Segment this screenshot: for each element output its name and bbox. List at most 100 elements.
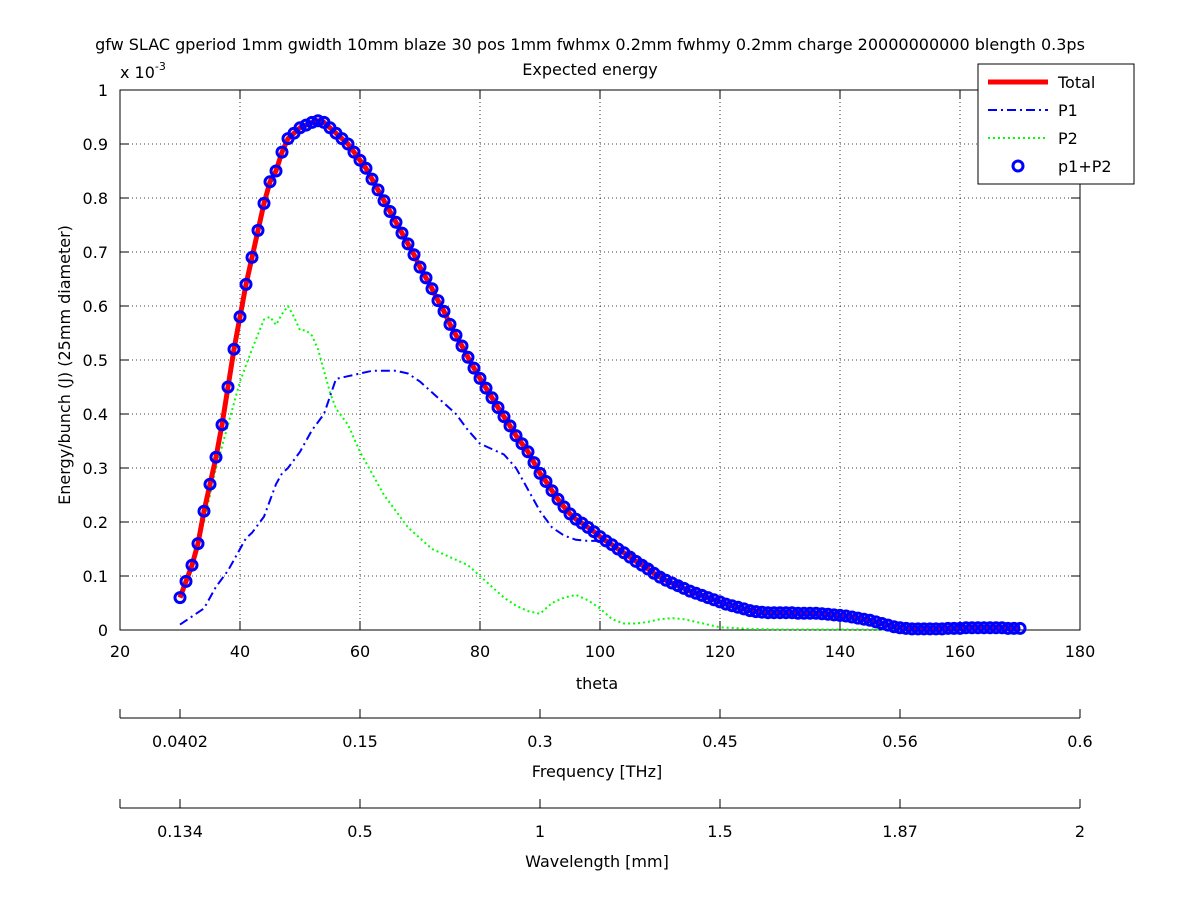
series-p2-line: [179, 305, 900, 631]
p1p2-marker: [461, 350, 475, 364]
p1p2-marker: [1013, 621, 1027, 635]
p1p2-marker: [731, 600, 745, 614]
p1p2-marker: [803, 606, 817, 620]
p1p2-marker: [683, 584, 697, 598]
x-tick-label: 140: [825, 642, 856, 661]
p1p2-marker: [425, 282, 439, 296]
p1p2-marker: [773, 606, 787, 620]
p1p2-marker: [983, 621, 997, 635]
p1p2-marker: [353, 153, 367, 167]
x-axis-label: theta: [576, 674, 618, 693]
p1p2-marker: [449, 328, 463, 342]
p1p2-marker: [245, 250, 259, 264]
p1p2-marker: [863, 613, 877, 627]
p1p2-marker: [761, 606, 775, 620]
p1p2-marker: [443, 317, 457, 331]
p1p2-marker: [371, 183, 385, 197]
p1p2-marker: [839, 609, 853, 623]
p1p2-marker: [959, 621, 973, 635]
p1p2-marker: [851, 611, 865, 625]
p1p2-marker: [695, 588, 709, 602]
p1p2-marker: [827, 608, 841, 622]
p1p2-marker: [743, 604, 757, 618]
p1p2-marker: [707, 593, 721, 607]
frequency-axis-ticks: 0.0402 0.15 0.3 0.45 0.56 0.6: [119, 709, 1093, 751]
x-tick-label: 20: [110, 642, 130, 661]
legend-label-p1p2: p1+P2: [1058, 157, 1112, 176]
p1p2-marker: [365, 172, 379, 186]
p1p2-marker: [203, 477, 217, 491]
p1p2-marker: [383, 205, 397, 218]
p1p2-marker: [905, 622, 919, 636]
p1p2-marker: [257, 196, 271, 210]
p1p2-marker: [893, 621, 907, 635]
grid: [120, 90, 1080, 630]
p1p2-marker: [953, 621, 967, 635]
p1p2-marker: [725, 599, 739, 613]
p1p2-marker: [971, 621, 985, 635]
wavelength-axis-ticks: 0.134 0.5 1 1.5 1.87 2: [119, 799, 1085, 841]
p1p2-marker: [311, 114, 325, 128]
p1p2-marker: [737, 602, 751, 616]
y-exponent-power: -3: [155, 60, 166, 73]
p1p2-marker: [269, 164, 283, 178]
legend-label-total: Total: [1057, 73, 1095, 92]
p1p2-marker: [209, 450, 223, 464]
x-tick-label: 100: [585, 642, 616, 661]
wavelength-tick-label: 0.134: [157, 822, 203, 841]
p1p2-marker: [545, 484, 559, 498]
p1p2-marker: [719, 597, 733, 611]
legend: Total P1 P2 p1+P2: [977, 63, 1135, 185]
p1p2-marker: [995, 621, 1009, 635]
x-tick-label: 160: [945, 642, 976, 661]
p1p2-marker: [197, 504, 211, 518]
p1p2-marker: [755, 605, 769, 619]
p1p2-marker: [515, 437, 529, 451]
p1p2-marker: [947, 621, 961, 635]
frequency-tick-label: 0.56: [882, 732, 918, 751]
marker-layer: [173, 114, 1027, 636]
y-tick-label: 0: [98, 621, 108, 640]
wavelength-tick-label: 1.5: [707, 822, 732, 841]
p1p2-marker: [791, 606, 805, 620]
p1p2-marker: [917, 622, 931, 636]
y-axis-label: Energy/bunch (J) (25mm diameter): [55, 225, 74, 505]
wavelength-tick-label: 1.87: [882, 822, 918, 841]
p1p2-marker: [275, 145, 289, 159]
wavelength-tick-label: 0.5: [347, 822, 372, 841]
wavelength-axis-label: Wavelength [mm]: [525, 852, 669, 871]
p1p2-marker: [437, 304, 451, 318]
p1p2-marker: [911, 622, 925, 636]
series-layer: [177, 118, 1020, 632]
p1p2-marker: [407, 248, 421, 262]
p1p2-marker: [521, 445, 535, 459]
wavelength-tick-label: 2: [1075, 822, 1085, 841]
p1p2-marker: [473, 371, 487, 385]
p1p2-marker: [923, 622, 937, 636]
x-tick-label: 40: [230, 642, 250, 661]
y-exponent-label: x 10-3: [120, 60, 166, 82]
p1p2-marker: [965, 621, 979, 635]
frequency-tick-label: 0.6: [1067, 732, 1092, 751]
frequency-tick-label: 0.15: [342, 732, 378, 751]
p1p2-marker: [173, 591, 187, 605]
p1p2-marker: [713, 595, 727, 609]
y-tick-label: 0.4: [83, 405, 108, 424]
p1p2-marker: [419, 271, 433, 285]
x-tick-label: 180: [1065, 642, 1096, 661]
p1p2-marker: [935, 622, 949, 636]
y-tick-label: 0.7: [83, 243, 108, 262]
p1p2-marker: [941, 621, 955, 635]
p1p2-marker: [263, 175, 277, 189]
p1p2-marker: [413, 260, 427, 274]
p1p2-marker: [539, 475, 553, 488]
p1p2-marker: [179, 574, 193, 588]
p1p2-marker: [491, 401, 505, 414]
p1p2-marker: [479, 381, 493, 395]
p1p2-marker: [869, 615, 883, 629]
p1p2-marker: [1007, 621, 1021, 635]
p1p2-marker: [845, 610, 859, 624]
p1p2-marker: [785, 606, 799, 620]
